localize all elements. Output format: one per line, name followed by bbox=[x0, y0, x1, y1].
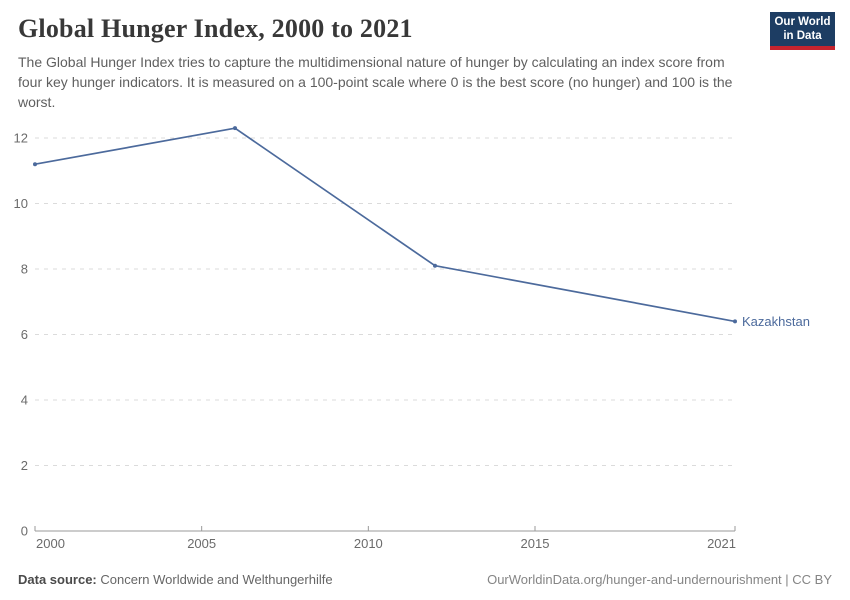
x-tick-label: 2005 bbox=[187, 536, 216, 551]
y-tick-label: 12 bbox=[14, 131, 28, 146]
owid-logo-line2: in Data bbox=[783, 30, 822, 42]
y-tick-label: 8 bbox=[21, 262, 28, 277]
owid-logo-line1: Our World bbox=[774, 15, 831, 28]
chart-footer: Data source: Concern Worldwide and Welth… bbox=[18, 572, 832, 587]
y-tick-label: 2 bbox=[21, 458, 28, 473]
x-tick-label: 2021 bbox=[707, 536, 736, 551]
data-point[interactable] bbox=[433, 263, 437, 268]
y-tick-label: 0 bbox=[21, 524, 28, 539]
data-point[interactable] bbox=[233, 126, 237, 131]
data-point[interactable] bbox=[733, 319, 737, 324]
x-tick-label: 2010 bbox=[354, 536, 383, 551]
x-tick-label: 2015 bbox=[521, 536, 550, 551]
y-tick-label: 6 bbox=[21, 327, 28, 342]
data-source: Data source: Concern Worldwide and Welth… bbox=[18, 572, 333, 587]
data-point[interactable] bbox=[33, 162, 37, 167]
chart-subtitle: The Global Hunger Index tries to capture… bbox=[18, 53, 733, 110]
y-tick-label: 10 bbox=[14, 196, 28, 211]
chart-title: Global Hunger Index, 2000 to 2021 bbox=[18, 14, 413, 43]
owid-logo[interactable]: Our World in Data bbox=[770, 12, 835, 50]
series-end-label: Kazakhstan bbox=[742, 314, 810, 329]
data-source-value: Concern Worldwide and Welthungerhilfe bbox=[100, 572, 333, 587]
credit-link[interactable]: OurWorldinData.org/hunger-and-undernouri… bbox=[487, 572, 832, 587]
trend-line[interactable] bbox=[34, 127, 736, 323]
chart-header: Global Hunger Index, 2000 to 2021 The Gl… bbox=[18, 14, 758, 113]
data-source-label: Data source: bbox=[18, 572, 97, 587]
x-tick-label: 2000 bbox=[36, 536, 65, 551]
y-tick-label: 4 bbox=[21, 393, 28, 408]
